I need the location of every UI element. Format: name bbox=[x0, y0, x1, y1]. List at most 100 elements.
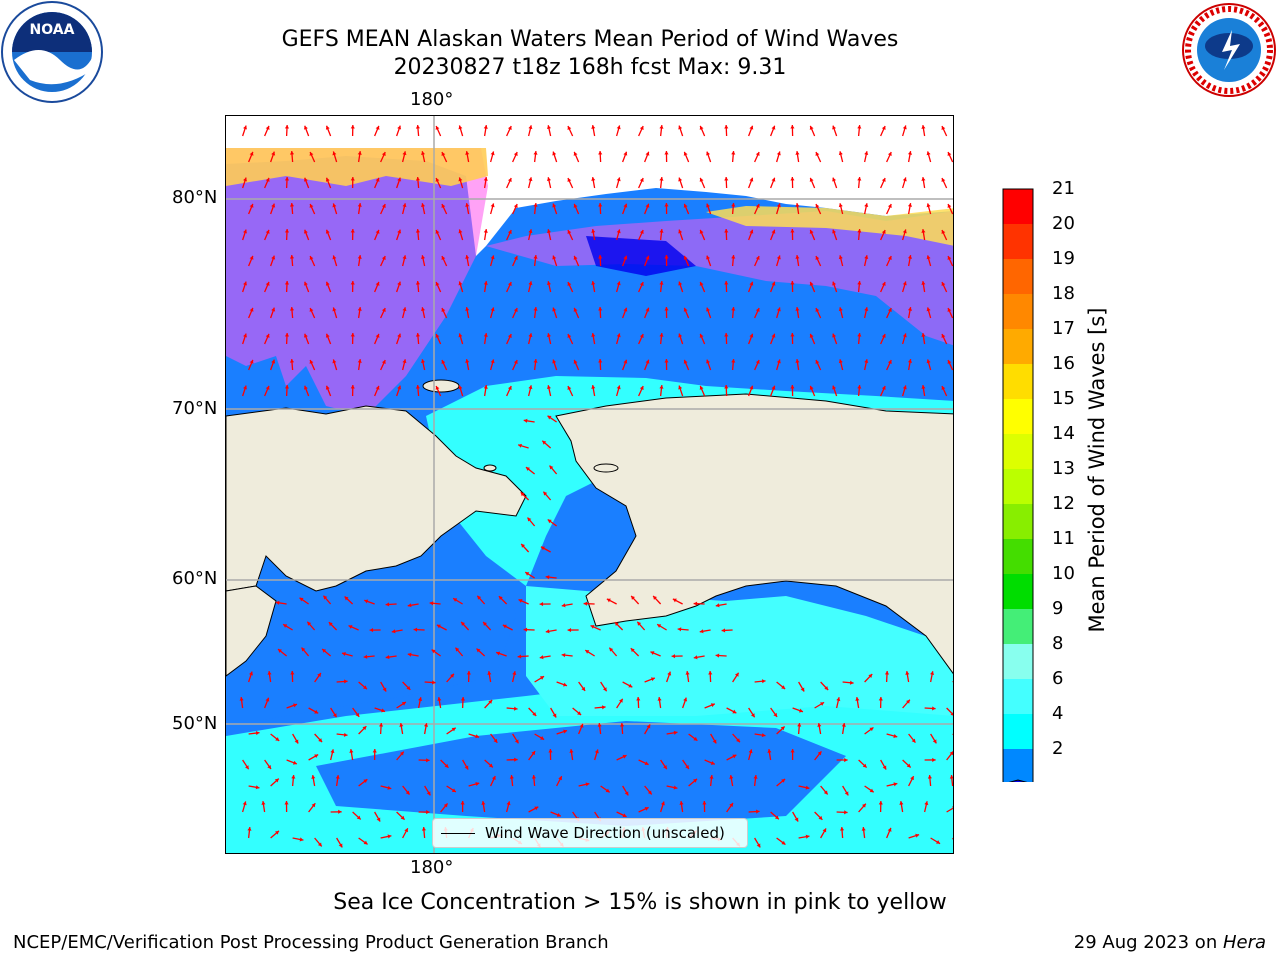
wind-wave-arrowhead bbox=[465, 203, 470, 207]
wind-wave-arrowhead bbox=[509, 775, 514, 779]
wind-wave-arrowhead bbox=[385, 602, 390, 607]
wind-wave-arrowhead bbox=[531, 775, 536, 779]
wind-wave-arrowhead bbox=[284, 125, 290, 129]
wind-wave-arrowhead bbox=[513, 151, 518, 156]
wind-wave-arrowhead bbox=[832, 125, 837, 130]
colorbar-segment bbox=[1003, 224, 1033, 259]
wind-wave-arrowhead bbox=[317, 672, 321, 677]
colorbar-extend-triangle bbox=[1008, 779, 1028, 782]
wind-wave-arrowhead bbox=[531, 751, 536, 756]
colorbar-segment bbox=[1003, 294, 1033, 329]
wind-wave-arrowhead bbox=[678, 385, 683, 390]
wind-wave-arrowhead bbox=[921, 281, 926, 285]
wind-wave-arrowhead bbox=[397, 125, 402, 130]
wind-wave-arrowhead bbox=[776, 255, 781, 260]
wind-wave-arrowhead bbox=[749, 229, 754, 234]
wind-wave-arrowhead bbox=[523, 627, 528, 632]
wind-wave-arrowhead bbox=[647, 790, 652, 795]
wind-wave-arrowhead bbox=[309, 307, 314, 312]
wind-wave-arrowhead bbox=[265, 281, 270, 286]
wind-wave-arrowhead bbox=[561, 603, 566, 608]
wind-wave-arrowhead bbox=[332, 359, 337, 364]
wind-wave-arrowhead bbox=[418, 697, 423, 701]
wind-wave-arrowhead bbox=[809, 281, 814, 286]
lat-label-80n: 80°N bbox=[172, 187, 218, 208]
wind-wave-arrowhead bbox=[397, 177, 402, 182]
wind-wave-arrowhead bbox=[513, 706, 518, 711]
wind-wave-arrowhead bbox=[432, 680, 436, 685]
wind-wave-arrowhead bbox=[407, 652, 412, 657]
wind-wave-arrowhead bbox=[907, 255, 913, 259]
wind-wave-arrowhead bbox=[344, 596, 349, 601]
wind-wave-arrowhead bbox=[882, 765, 887, 770]
wind-wave-arrowhead bbox=[751, 713, 755, 718]
wind-wave-arrowhead bbox=[491, 776, 496, 781]
wind-wave-arrowhead bbox=[832, 177, 837, 182]
wind-wave-arrowhead bbox=[650, 677, 655, 682]
wind-wave-arrowhead bbox=[678, 333, 683, 338]
wind-wave-arrowhead bbox=[381, 708, 386, 713]
wind-wave-arrowhead bbox=[426, 791, 431, 796]
wind-wave-arrowhead bbox=[348, 625, 353, 629]
wind-wave-arrowhead bbox=[644, 761, 649, 766]
wind-wave-arrowhead bbox=[490, 359, 495, 364]
wind-wave-arrowhead bbox=[736, 738, 740, 743]
wind-wave-arrowhead bbox=[402, 203, 407, 208]
colorbar-tick-label: 18 bbox=[1052, 283, 1075, 304]
blue-band-south bbox=[316, 721, 846, 826]
wind-wave-arrowhead bbox=[950, 712, 953, 716]
wind-wave-arrowhead bbox=[712, 739, 717, 744]
wind-wave-arrowhead bbox=[558, 776, 562, 781]
wind-wave-arrowhead bbox=[881, 333, 886, 338]
wind-wave-arrowhead bbox=[303, 125, 308, 130]
wind-wave-arrowhead bbox=[400, 815, 405, 820]
colorbar-tick-label: 17 bbox=[1052, 318, 1075, 339]
colorbar-tick-label: 15 bbox=[1052, 388, 1075, 409]
wind-wave-arrowhead bbox=[357, 203, 362, 207]
wind-wave-arrowhead bbox=[243, 333, 247, 338]
wind-wave-arrowhead bbox=[748, 749, 753, 754]
wind-wave-arrowhead bbox=[941, 230, 946, 234]
wind-wave-arrowhead bbox=[293, 703, 297, 708]
wind-wave-arrowhead bbox=[569, 749, 574, 753]
lon-label-top: 180° bbox=[410, 89, 454, 110]
wind-wave-arrowhead bbox=[451, 727, 456, 732]
wind-wave-arrowhead bbox=[591, 229, 596, 233]
wind-wave-arrowhead bbox=[362, 726, 367, 731]
wind-wave-arrowhead bbox=[397, 281, 402, 286]
wind-wave-arrowhead bbox=[609, 647, 614, 652]
wind-wave-arrowhead bbox=[399, 751, 404, 756]
wind-wave-arrowhead bbox=[614, 622, 619, 627]
wind-wave-arrowhead bbox=[423, 723, 429, 727]
wind-wave-arrowhead bbox=[771, 177, 776, 182]
wind-wave-arrowhead bbox=[413, 627, 418, 632]
wind-wave-arrowhead bbox=[267, 671, 272, 675]
wind-wave-arrowhead bbox=[755, 307, 760, 312]
map-canvas bbox=[226, 116, 953, 853]
wind-wave-arrowhead bbox=[790, 177, 795, 181]
wind-wave-arrowhead bbox=[490, 151, 495, 156]
wind-wave-arrowhead bbox=[265, 333, 270, 338]
wind-wave-arrowhead bbox=[724, 229, 729, 233]
wind-wave-arrowhead bbox=[693, 778, 698, 783]
wind-wave-arrowhead bbox=[795, 255, 800, 259]
wind-wave-arrowhead bbox=[518, 443, 522, 448]
wind-wave-arrowhead bbox=[350, 229, 355, 233]
colorbar-segment bbox=[1003, 539, 1033, 574]
wind-wave-arrowhead bbox=[645, 307, 650, 312]
wind-wave-arrowhead bbox=[343, 732, 348, 737]
wind-wave-arrowhead bbox=[507, 178, 512, 182]
wind-wave-arrowhead bbox=[355, 712, 360, 717]
wind-wave-arrowhead bbox=[525, 467, 530, 471]
wind-wave-arrowhead bbox=[817, 751, 822, 756]
wind-wave-arrowhead bbox=[387, 834, 392, 839]
wind-wave-arrowhead bbox=[363, 779, 368, 784]
wind-wave-arrowhead bbox=[616, 333, 621, 338]
wind-wave-arrowhead bbox=[379, 723, 384, 727]
wind-wave-arrowhead bbox=[532, 712, 537, 716]
wind-wave-arrowhead bbox=[292, 760, 297, 765]
wind-wave-arrowhead bbox=[289, 307, 295, 311]
wind-wave-arrowhead bbox=[699, 333, 704, 338]
wind-wave-arrowhead bbox=[601, 705, 606, 710]
wind-wave-arrowhead bbox=[528, 281, 533, 286]
